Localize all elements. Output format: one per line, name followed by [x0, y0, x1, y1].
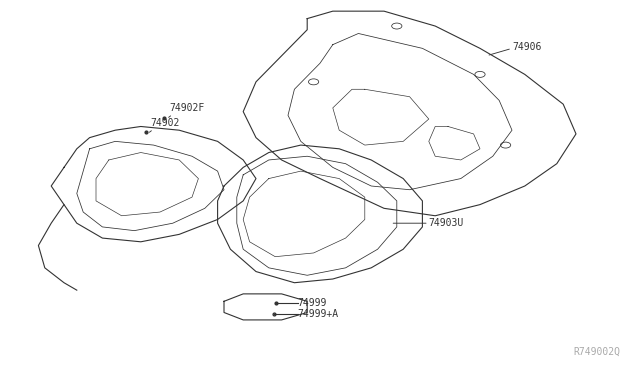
Text: 74999: 74999: [298, 298, 327, 308]
Text: 74999+A: 74999+A: [298, 310, 339, 319]
Text: 74902: 74902: [150, 118, 180, 128]
Text: 74902F: 74902F: [170, 103, 205, 113]
Text: 74903U: 74903U: [429, 218, 464, 228]
Text: 74906: 74906: [512, 42, 541, 51]
Text: R749002Q: R749002Q: [574, 347, 621, 357]
